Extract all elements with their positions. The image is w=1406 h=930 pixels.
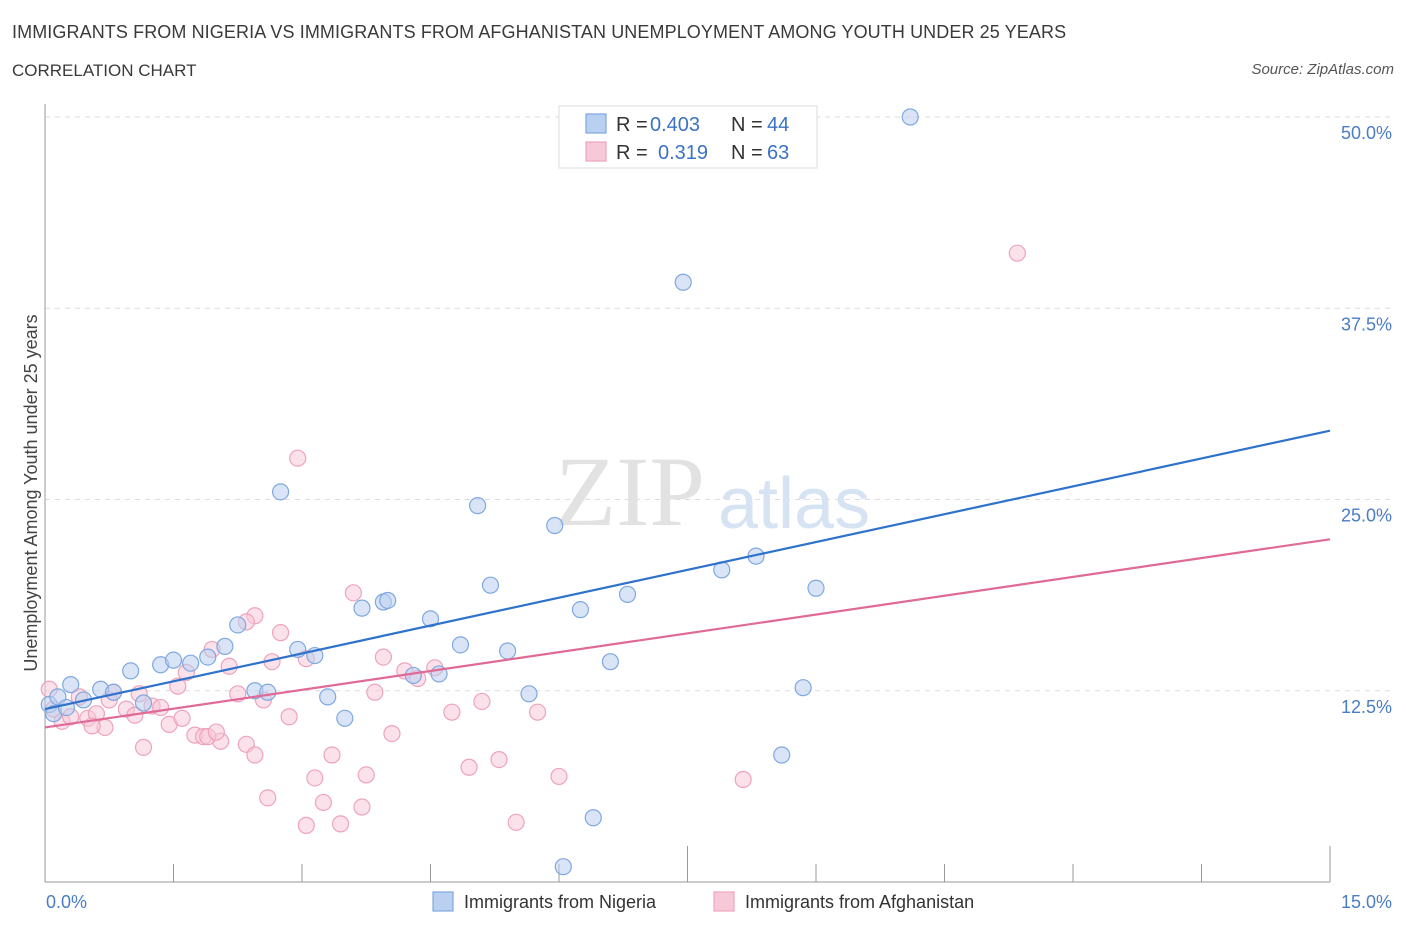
point-nigeria xyxy=(199,648,217,666)
point-afghanistan xyxy=(331,815,350,833)
legend-r-value-afghanistan: 0.319 xyxy=(658,142,708,164)
point-nigeria xyxy=(182,654,200,672)
point-afghanistan xyxy=(134,738,153,756)
data-points xyxy=(40,108,1026,876)
chart-subtitle: CORRELATION CHART xyxy=(12,61,197,80)
point-nigeria xyxy=(62,676,80,694)
point-afghanistan xyxy=(353,798,371,816)
legend-swatch-nigeria xyxy=(585,113,607,134)
legend-n-label-afghanistan: N = xyxy=(731,142,763,164)
point-nigeria xyxy=(901,108,919,126)
series-legend: Immigrants from Nigeria Immigrants from … xyxy=(432,891,974,912)
point-afghanistan xyxy=(473,692,491,711)
point-afghanistan xyxy=(550,767,568,786)
bottom-legend-swatch-nigeria xyxy=(432,891,454,912)
point-nigeria xyxy=(481,576,500,594)
point-afghanistan xyxy=(297,816,315,834)
watermark-zip: ZIP xyxy=(555,436,705,547)
point-afghanistan xyxy=(344,584,362,602)
point-afghanistan xyxy=(289,449,307,467)
point-afghanistan xyxy=(259,789,277,807)
point-afghanistan xyxy=(507,813,525,831)
axes: 12.5% 25.0% 37.5% 50.0% 0.0% 15.0% xyxy=(44,104,1392,912)
point-afghanistan xyxy=(207,723,225,741)
point-nigeria xyxy=(379,591,397,610)
correlation-legend: R = 0.403 N = 44 R = 0.319 N = 63 xyxy=(558,105,818,169)
bottom-legend-swatch-afghanistan xyxy=(713,891,735,912)
point-afghanistan xyxy=(528,703,547,721)
watermark: ZIP atlas xyxy=(555,436,870,547)
point-nigeria xyxy=(554,858,572,876)
x-tick-label-min: 0.0% xyxy=(46,892,87,912)
point-nigeria xyxy=(469,497,487,515)
point-nigeria xyxy=(421,610,440,628)
point-afghanistan xyxy=(220,657,238,675)
point-nigeria xyxy=(571,601,590,619)
legend-r-value-nigeria: 0.403 xyxy=(650,114,700,136)
y-tick-label: 12.5% xyxy=(1341,697,1392,717)
trend-line-nigeria xyxy=(44,429,1331,711)
point-afghanistan xyxy=(734,770,752,789)
point-nigeria xyxy=(794,679,812,697)
point-nigeria xyxy=(229,616,247,634)
legend-n-value-nigeria: 44 xyxy=(767,114,789,136)
point-afghanistan xyxy=(490,750,508,769)
point-nigeria xyxy=(122,662,140,680)
point-afghanistan xyxy=(271,624,290,642)
bottom-legend-label-afghanistan: Immigrants from Afghanistan xyxy=(745,892,974,912)
legend-swatch-afghanistan xyxy=(585,141,607,162)
bottom-legend-label-nigeria: Immigrants from Nigeria xyxy=(464,892,657,912)
point-nigeria xyxy=(520,685,538,703)
point-nigeria xyxy=(353,599,371,617)
legend-r-label-nigeria: R = xyxy=(616,114,648,136)
y-axis-label: Unemployment Among Youth under 25 years xyxy=(21,314,41,671)
point-nigeria xyxy=(57,698,76,717)
trend-lines xyxy=(44,429,1331,729)
point-afghanistan xyxy=(443,703,461,721)
point-nigeria xyxy=(451,636,470,654)
legend-n-value-afghanistan: 63 xyxy=(767,142,789,164)
y-tick-label: 37.5% xyxy=(1341,314,1392,334)
point-nigeria xyxy=(674,273,692,291)
source-label: Source: ZipAtlas.com xyxy=(1251,61,1394,78)
point-nigeria xyxy=(773,746,791,764)
point-nigeria xyxy=(499,642,517,660)
point-nigeria xyxy=(319,688,337,706)
point-afghanistan xyxy=(366,683,384,701)
point-nigeria xyxy=(584,809,602,827)
point-afghanistan xyxy=(383,724,401,743)
point-nigeria xyxy=(546,516,564,535)
point-afghanistan xyxy=(323,746,341,764)
x-tick-label-max: 15.0% xyxy=(1341,892,1392,912)
point-afghanistan xyxy=(1008,244,1026,262)
point-nigeria xyxy=(601,653,620,671)
point-afghanistan xyxy=(173,709,191,727)
point-afghanistan xyxy=(246,746,264,764)
chart-title: IMMIGRANTS FROM NIGERIA VS IMMIGRANTS FR… xyxy=(12,22,1067,42)
point-afghanistan xyxy=(306,769,324,787)
trend-line-afghanistan xyxy=(44,538,1331,729)
y-tick-label: 50.0% xyxy=(1341,123,1392,143)
point-nigeria xyxy=(336,709,354,727)
point-afghanistan xyxy=(357,766,375,784)
point-afghanistan xyxy=(314,793,333,812)
point-nigeria xyxy=(134,694,153,712)
grid-lines xyxy=(45,116,1392,692)
point-nigeria xyxy=(164,651,183,669)
point-afghanistan xyxy=(280,708,298,726)
point-nigeria xyxy=(216,637,234,655)
point-nigeria xyxy=(259,683,277,701)
legend-n-label-nigeria: N = xyxy=(731,114,763,136)
legend-r-label-afghanistan: R = xyxy=(616,142,648,164)
point-nigeria xyxy=(807,579,825,597)
point-nigeria xyxy=(271,483,290,501)
y-tick-label: 25.0% xyxy=(1341,506,1392,526)
point-afghanistan xyxy=(460,758,478,776)
point-nigeria xyxy=(618,585,637,603)
point-afghanistan xyxy=(152,698,170,717)
watermark-atlas: atlas xyxy=(718,464,870,544)
point-afghanistan xyxy=(374,648,392,666)
